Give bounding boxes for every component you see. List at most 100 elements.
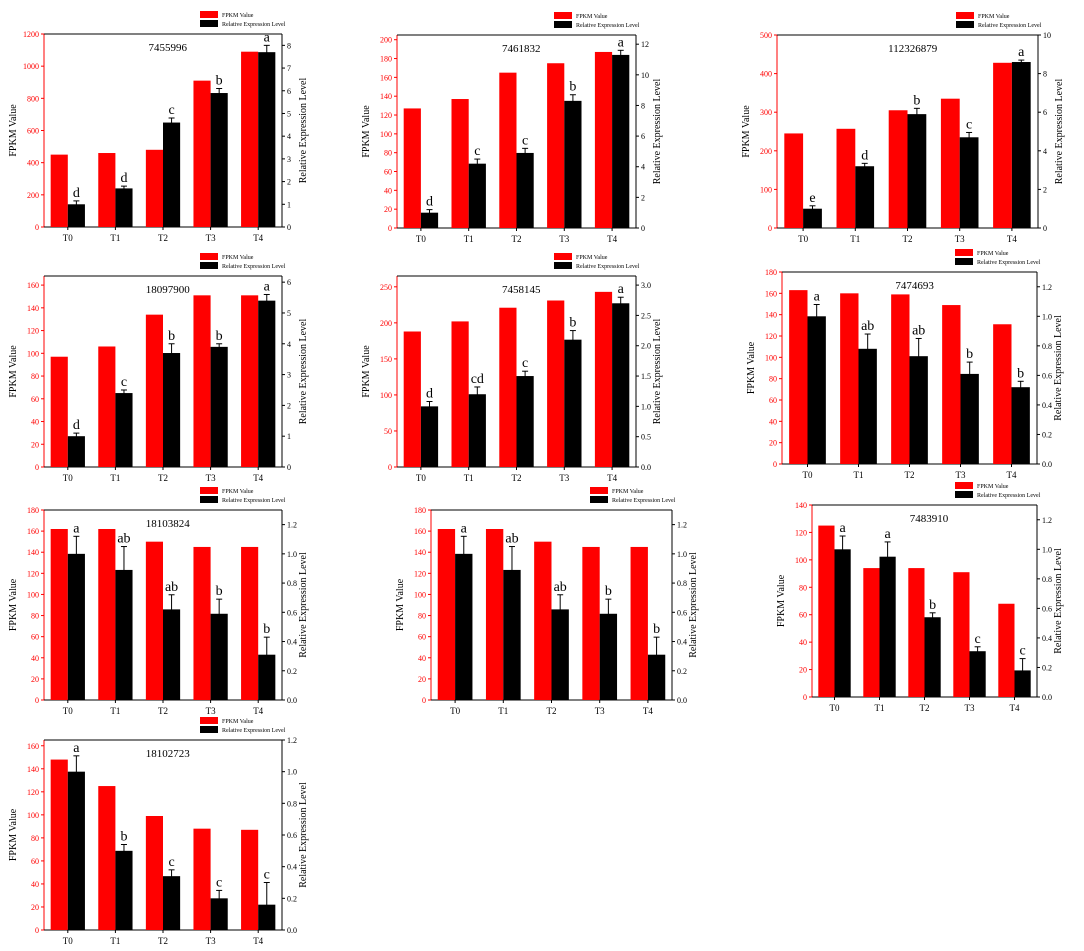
y2-tick-label: 1.0 — [287, 768, 297, 777]
legend-label-relative: Relative Expression Level — [977, 493, 1041, 499]
x-tick-label: T1 — [854, 470, 864, 480]
relative-expression-bar — [959, 137, 979, 228]
significance-letter: a — [1018, 45, 1025, 60]
y-axis-label: FPKM Value — [8, 104, 19, 157]
legend-label-fpkm: FPKM Value — [977, 484, 1009, 490]
legend-label-relative: Relative Expression Level — [977, 260, 1041, 266]
relative-expression-bar — [834, 549, 851, 697]
relative-expression-bar — [807, 316, 826, 464]
significance-letter: a — [73, 521, 80, 536]
y-tick-label: 40 — [384, 186, 392, 195]
chart-title: 112326879 — [888, 43, 938, 55]
y-tick-label: 1200 — [23, 30, 39, 39]
y2-tick-label: 0.0 — [677, 696, 687, 705]
x-tick-label: T0 — [63, 706, 73, 716]
fpkm-bar — [98, 529, 116, 700]
fpkm-bar — [50, 529, 68, 700]
relative-expression-bar — [879, 556, 896, 697]
legend-label-relative: Relative Expression Level — [576, 264, 640, 270]
fpkm-bar — [891, 294, 910, 464]
legend: FPKM Value Relative Expression Level — [200, 487, 286, 504]
y-tick-label: 120 — [27, 788, 39, 797]
y2-tick-label: 0.8 — [287, 799, 297, 808]
significance-letter: c — [168, 855, 174, 870]
y2-tick-label: 0.8 — [1042, 575, 1052, 584]
y2-tick-label: 0.4 — [1042, 634, 1052, 643]
relative-expression-bar — [858, 348, 877, 464]
y-tick-label: 0 — [803, 693, 807, 702]
y-tick-label: 20 — [31, 440, 39, 449]
fpkm-bar — [499, 72, 517, 228]
fpkm-bar — [499, 307, 517, 467]
y-tick-label: 60 — [418, 633, 426, 642]
significance-letter: e — [809, 191, 815, 206]
y-axis-label: FPKM Value — [361, 345, 372, 398]
significance-letter: b — [653, 622, 660, 637]
x-tick-label: T0 — [416, 234, 426, 244]
relative-expression-bar — [163, 353, 181, 467]
fpkm-bar — [863, 568, 880, 697]
legend-label-fpkm: FPKM Value — [222, 489, 254, 495]
relative-expression-bar — [468, 394, 486, 467]
y2-tick-label: 1.2 — [287, 521, 297, 530]
y2-axis-label: Relative Expression Level — [1053, 315, 1064, 421]
relative-expression-bar — [503, 569, 521, 700]
significance-letter: b — [966, 347, 973, 362]
y2-tick-label: 0.2 — [677, 667, 687, 676]
legend-label-relative: Relative Expression Level — [612, 498, 676, 504]
relative-expression-bar — [612, 54, 630, 229]
x-tick-label: T4 — [643, 706, 653, 716]
chart-title: 7455996 — [149, 42, 188, 54]
significance-letter: ab — [165, 580, 178, 595]
significance-letter: ab — [505, 532, 518, 547]
legend-swatch-fpkm — [200, 11, 218, 18]
y-tick-label: 80 — [384, 149, 392, 158]
y-tick-label: 40 — [31, 654, 39, 663]
y2-tick-label: 0.8 — [1042, 342, 1052, 351]
fpkm-bar — [784, 133, 804, 228]
significance-letter: cd — [471, 372, 484, 387]
y-tick-label: 140 — [27, 548, 39, 557]
fpkm-bar — [582, 546, 600, 700]
y-tick-label: 1000 — [23, 62, 39, 71]
significance-letter: d — [426, 195, 433, 210]
legend-swatch-fpkm — [200, 487, 218, 494]
legend-label-relative: Relative Expression Level — [576, 23, 640, 29]
fpkm-bar — [98, 786, 116, 930]
y2-tick-label: 2 — [287, 401, 291, 410]
y-tick-label: 120 — [27, 569, 39, 578]
legend: FPKM Value Relative Expression Level — [590, 487, 676, 504]
y-tick-label: 20 — [31, 903, 39, 912]
relative-expression-bar — [909, 356, 928, 464]
x-tick-label: T3 — [559, 234, 569, 244]
chart-panel-3: eT0dT1bT2cT3aT401002003004005000246810FP… — [741, 12, 1065, 244]
y-tick-label: 80 — [31, 612, 39, 621]
fpkm-bar — [241, 829, 259, 930]
y2-tick-label: 0.4 — [677, 638, 687, 647]
significance-letter: a — [264, 279, 271, 294]
fpkm-bar — [940, 98, 960, 228]
x-tick-label: T4 — [253, 233, 263, 243]
x-tick-label: T0 — [450, 706, 460, 716]
y2-axis-label: Relative Expression Level — [298, 782, 309, 888]
y2-tick-label: 1.2 — [1042, 283, 1052, 292]
fpkm-bar — [451, 99, 469, 229]
legend: FPKM Value Relative Expression Level — [955, 482, 1041, 499]
significance-letter: b — [1017, 366, 1024, 381]
y-tick-label: 140 — [765, 311, 777, 320]
legend-swatch-relative — [200, 496, 218, 503]
x-tick-label: T4 — [1010, 703, 1020, 713]
x-tick-label: T0 — [416, 473, 426, 483]
legend-swatch-relative — [200, 726, 218, 733]
chart-panel-5: d T0 cd T1 c T2 b T3 a T4 0 50 100 150 200 250 0.0 0.5 1.0… — [361, 253, 663, 483]
fpkm-bar — [193, 295, 211, 467]
x-tick-label: T4 — [607, 234, 617, 244]
x-tick-label: T0 — [803, 470, 813, 480]
x-tick-label: T2 — [158, 473, 168, 483]
y-axis-label: FPKM Value — [8, 345, 19, 398]
fpkm-bar — [594, 291, 613, 467]
y2-tick-label: 0.4 — [287, 863, 297, 872]
significance-letter: c — [974, 632, 980, 647]
y-tick-label: 60 — [31, 857, 39, 866]
